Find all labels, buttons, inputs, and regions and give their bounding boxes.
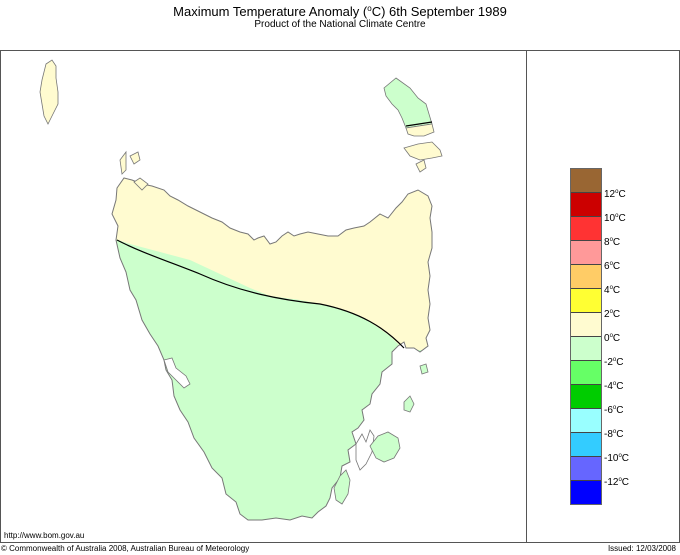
legend-swatch-10-12 <box>571 193 601 217</box>
degree-symbol: o <box>615 213 619 219</box>
label-value: -10 <box>604 453 619 464</box>
legend-swatch-2-4 <box>571 289 601 313</box>
legend-label-minus8: -8oC <box>604 426 623 441</box>
color-legend <box>570 168 602 505</box>
copyright-notice: © Commonwealth of Australia 2008, Austra… <box>1 544 250 553</box>
label-unit: C <box>616 381 624 392</box>
label-value: 10 <box>604 213 616 224</box>
degree-symbol: o <box>612 429 617 435</box>
label-value: 8 <box>604 237 610 248</box>
degree-symbol: o <box>609 333 613 339</box>
degree-symbol: o <box>612 357 617 363</box>
legend-swatch-below-minus12 <box>571 481 601 504</box>
label-unit: C <box>616 429 624 440</box>
legend-label-minus12: -12oC <box>604 474 629 489</box>
label-value: -6 <box>604 405 613 416</box>
degree-symbol: o <box>609 261 613 267</box>
label-unit: C <box>612 333 621 344</box>
label-unit: C <box>612 285 621 296</box>
label-unit: C <box>612 237 621 248</box>
degree-symbol: o <box>609 285 613 291</box>
source-url-link[interactable]: http://www.bom.gov.au <box>4 531 85 540</box>
label-value: 4 <box>604 285 610 296</box>
degree-symbol: o <box>612 405 617 411</box>
label-value: -12 <box>604 477 619 488</box>
label-value: 2 <box>604 309 610 320</box>
label-unit: C <box>621 453 630 464</box>
label-unit: C <box>612 261 621 272</box>
legend-divider <box>526 50 527 542</box>
label-unit: C <box>616 357 624 368</box>
degree-symbol: o <box>609 237 613 243</box>
legend-swatch-minus12-minus10 <box>571 457 601 481</box>
degree-symbol: o <box>609 309 613 315</box>
legend-label-12: 12oC <box>604 186 626 201</box>
degree-symbol: o <box>612 381 617 387</box>
label-value: 6 <box>604 261 610 272</box>
issued-date: Issued: 12/03/2008 <box>607 544 676 553</box>
degree-symbol: o <box>367 4 372 13</box>
legend-swatch-minus2-0 <box>571 337 601 361</box>
legend-swatch-minus8-minus6 <box>571 409 601 433</box>
legend-swatch-minus10-minus8 <box>571 433 601 457</box>
legend-label-10: 10oC <box>604 210 626 225</box>
legend-label-2: 2oC <box>604 306 620 321</box>
legend-swatch-8-10 <box>571 217 601 241</box>
label-unit: C <box>616 405 624 416</box>
legend-label-6: 6oC <box>604 258 620 273</box>
label-unit: C <box>618 189 626 200</box>
legend-swatch-0-2 <box>571 313 601 337</box>
legend-swatch-4-6 <box>571 265 601 289</box>
title-prefix: Maximum Temperature Anomaly ( <box>173 4 368 19</box>
legend-label-4: 4oC <box>604 282 620 297</box>
legend-label-minus10: -10oC <box>604 450 629 465</box>
label-unit: C <box>621 477 630 488</box>
map-subtitle: Product of the National Climate Centre <box>254 19 426 30</box>
legend-swatch-above-12 <box>571 169 601 193</box>
label-unit: C <box>612 309 621 320</box>
label-value: -4 <box>604 381 613 392</box>
label-value: -2 <box>604 357 613 368</box>
legend-swatch-minus4-minus2 <box>571 361 601 385</box>
legend-swatch-6-8 <box>571 241 601 265</box>
legend-label-minus4: -4oC <box>604 378 623 393</box>
map-title: Maximum Temperature Anomaly (oC) 6th Sep… <box>0 1 680 20</box>
legend-label-0: 0oC <box>604 330 620 345</box>
tasmania-map <box>39 59 443 521</box>
title-suffix: C) 6th September 1989 <box>371 4 507 19</box>
label-unit: C <box>618 213 626 224</box>
degree-symbol: o <box>618 453 622 459</box>
label-value: -8 <box>604 429 613 440</box>
label-value: 0 <box>604 333 610 344</box>
degree-symbol: o <box>618 477 622 483</box>
legend-swatch-minus6-minus4 <box>571 385 601 409</box>
legend-label-8: 8oC <box>604 234 620 249</box>
degree-symbol: o <box>615 189 619 195</box>
legend-label-minus2: -2oC <box>604 354 623 369</box>
legend-label-minus6: -6oC <box>604 402 623 417</box>
label-value: 12 <box>604 189 616 200</box>
